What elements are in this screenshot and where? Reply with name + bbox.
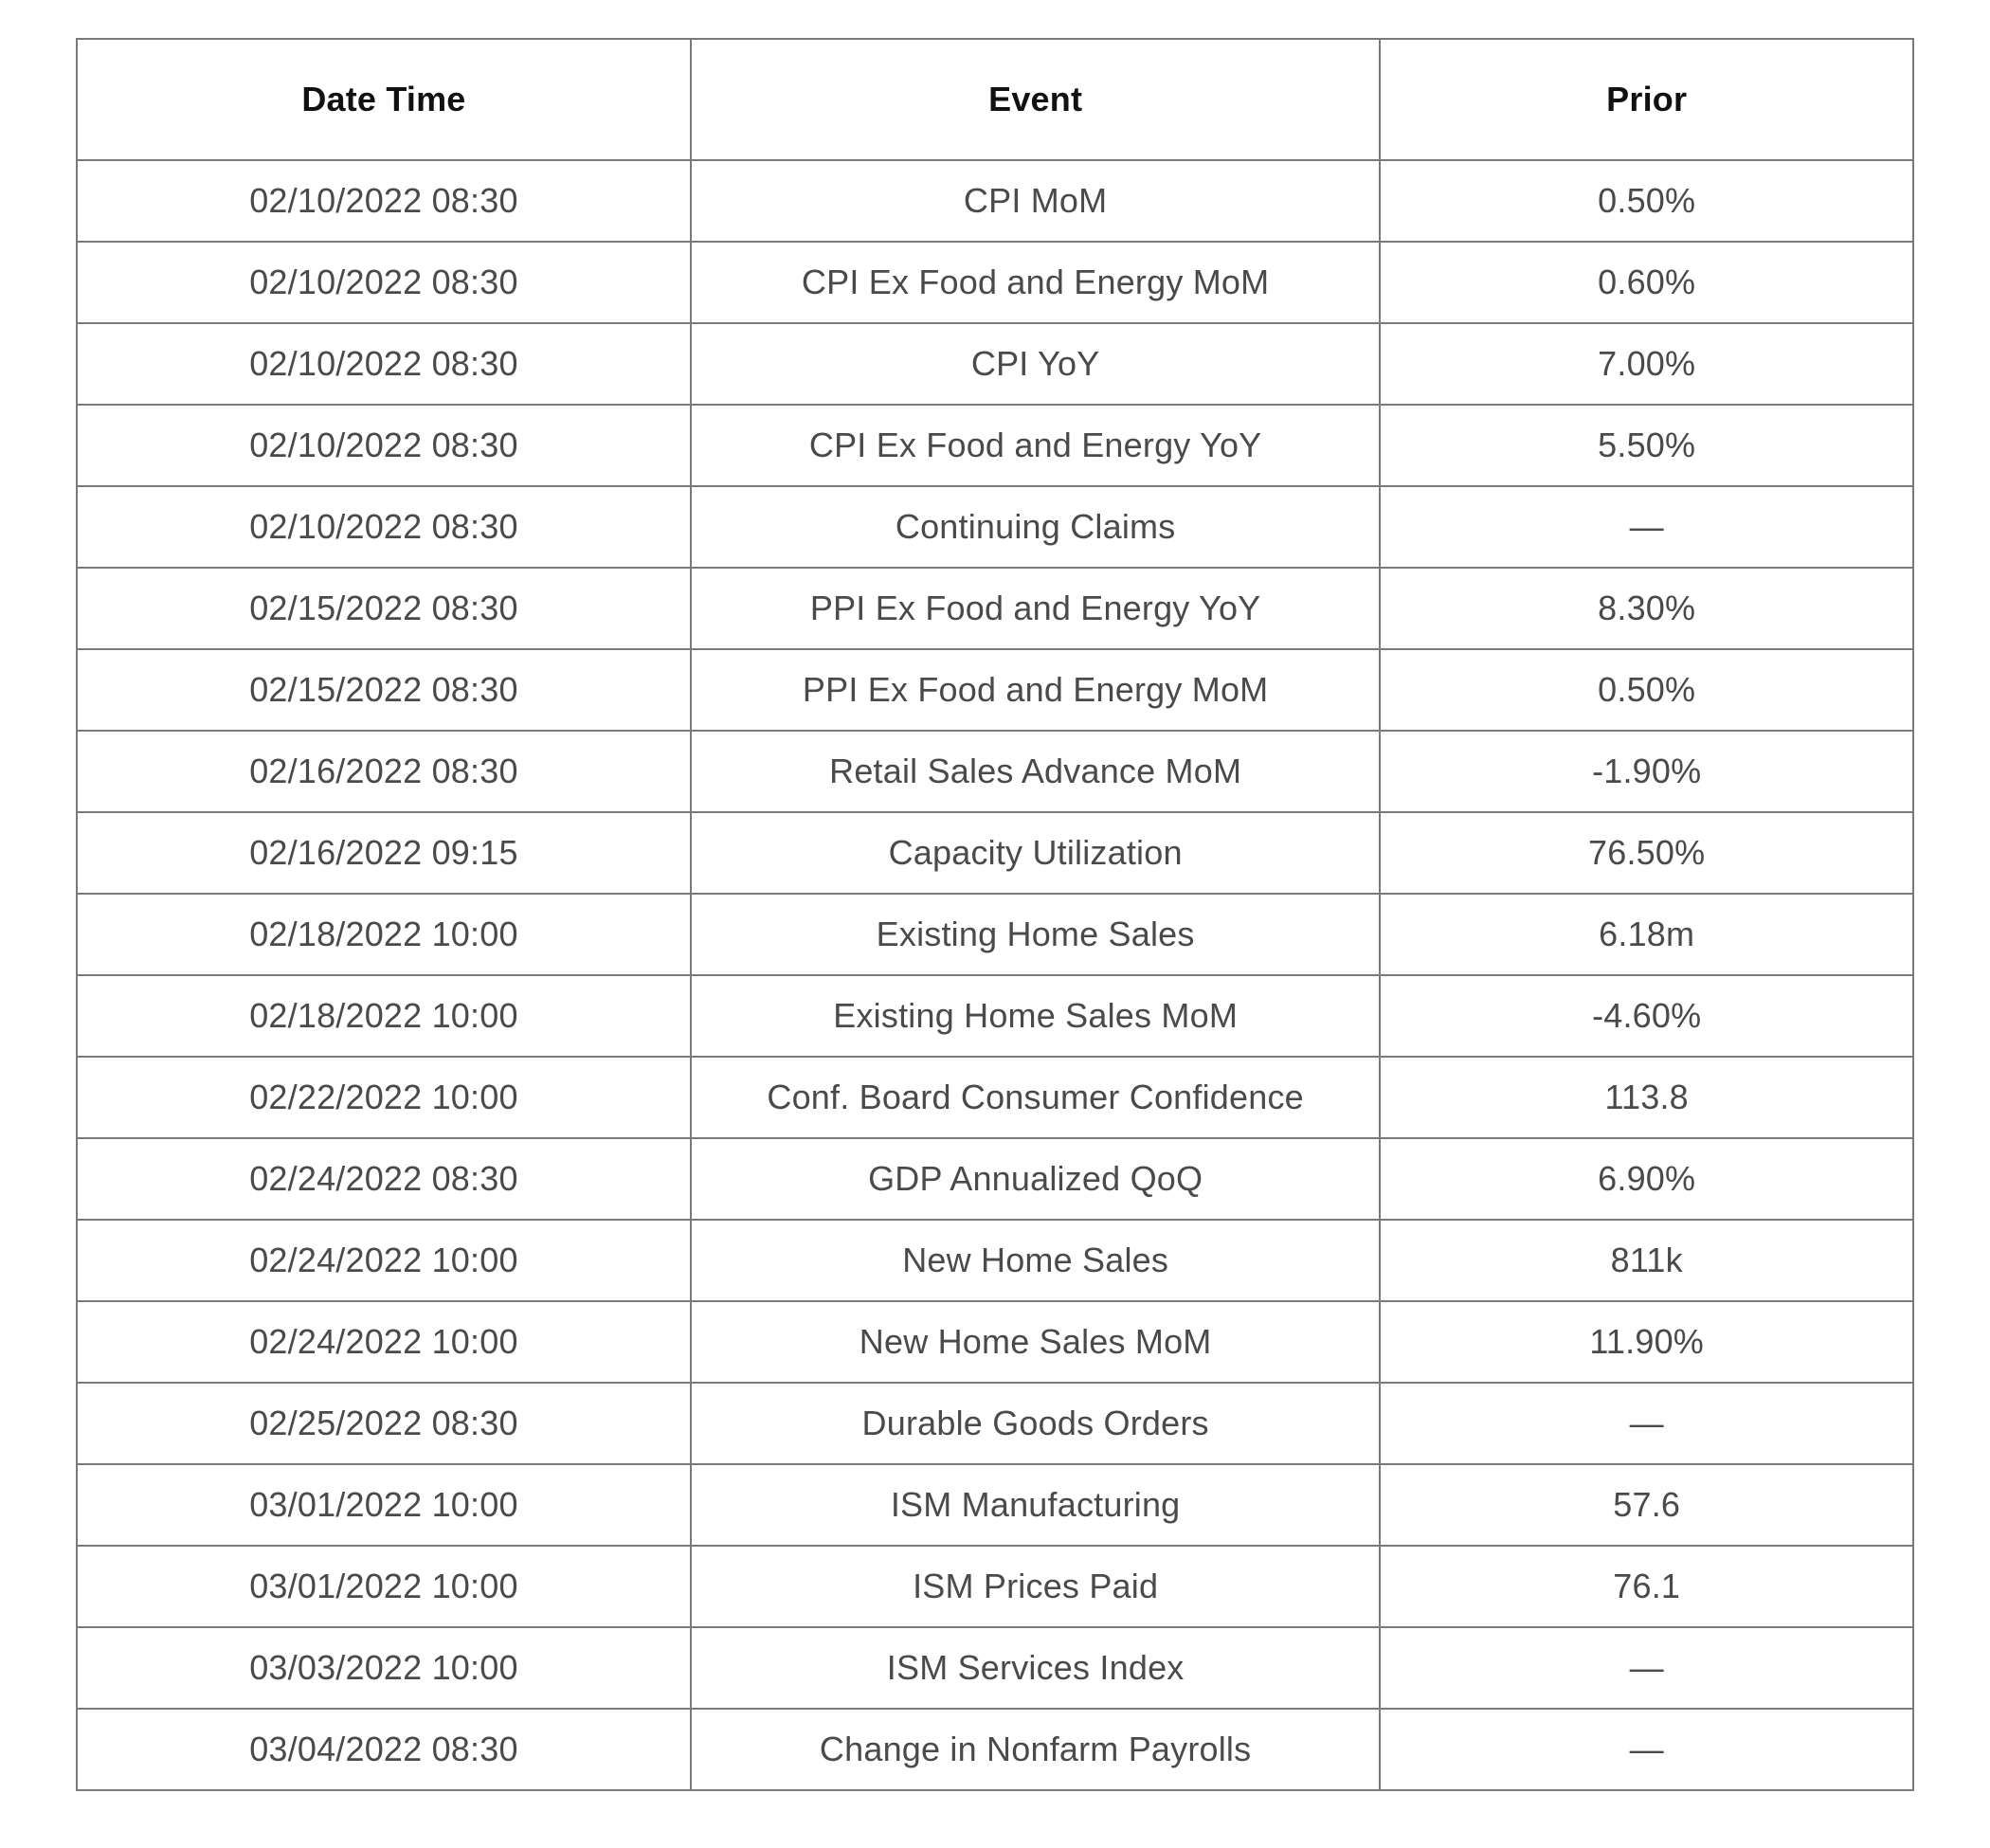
- cell-prior: 11.90%: [1381, 1302, 1914, 1384]
- economic-calendar-table: Date Time Event Prior 02/10/2022 08:30CP…: [76, 38, 1914, 1791]
- cell-event: Change in Nonfarm Payrolls: [692, 1710, 1382, 1791]
- cell-prior: 113.8: [1381, 1058, 1914, 1139]
- table-row: 02/24/2022 08:30GDP Annualized QoQ6.90%: [76, 1139, 1914, 1221]
- cell-prior: 6.18m: [1381, 895, 1914, 976]
- table-row: 02/18/2022 10:00Existing Home Sales MoM-…: [76, 976, 1914, 1058]
- cell-prior: 0.50%: [1381, 161, 1914, 243]
- cell-date-time: 02/18/2022 10:00: [76, 895, 692, 976]
- table-row: 02/22/2022 10:00Conf. Board Consumer Con…: [76, 1058, 1914, 1139]
- cell-date-time: 02/16/2022 08:30: [76, 732, 692, 813]
- cell-event: New Home Sales MoM: [692, 1302, 1382, 1384]
- cell-event: Durable Goods Orders: [692, 1384, 1382, 1465]
- table-row: 02/24/2022 10:00New Home Sales MoM11.90%: [76, 1302, 1914, 1384]
- cell-event: CPI Ex Food and Energy YoY: [692, 406, 1382, 487]
- table-row: 02/10/2022 08:30Continuing Claims—: [76, 487, 1914, 569]
- cell-event: ISM Manufacturing: [692, 1465, 1382, 1547]
- cell-prior: —: [1381, 1710, 1914, 1791]
- cell-date-time: 02/18/2022 10:00: [76, 976, 692, 1058]
- cell-prior: -4.60%: [1381, 976, 1914, 1058]
- table-row: 03/03/2022 10:00ISM Services Index—: [76, 1628, 1914, 1710]
- cell-prior: 0.50%: [1381, 650, 1914, 732]
- cell-prior: 57.6: [1381, 1465, 1914, 1547]
- table-row: 03/01/2022 10:00ISM Manufacturing57.6: [76, 1465, 1914, 1547]
- cell-prior: 5.50%: [1381, 406, 1914, 487]
- cell-date-time: 02/10/2022 08:30: [76, 487, 692, 569]
- cell-date-time: 02/10/2022 08:30: [76, 406, 692, 487]
- cell-event: PPI Ex Food and Energy YoY: [692, 569, 1382, 650]
- col-header-event: Event: [692, 38, 1382, 161]
- table-row: 02/10/2022 08:30CPI Ex Food and Energy Y…: [76, 406, 1914, 487]
- cell-date-time: 02/10/2022 08:30: [76, 161, 692, 243]
- cell-event: Conf. Board Consumer Confidence: [692, 1058, 1382, 1139]
- cell-date-time: 02/24/2022 10:00: [76, 1302, 692, 1384]
- cell-event: New Home Sales: [692, 1221, 1382, 1302]
- table-row: 03/04/2022 08:30Change in Nonfarm Payrol…: [76, 1710, 1914, 1791]
- cell-date-time: 02/25/2022 08:30: [76, 1384, 692, 1465]
- cell-prior: 7.00%: [1381, 324, 1914, 406]
- table-body: 02/10/2022 08:30CPI MoM0.50%02/10/2022 0…: [76, 161, 1914, 1791]
- cell-event: Retail Sales Advance MoM: [692, 732, 1382, 813]
- cell-prior: 76.50%: [1381, 813, 1914, 895]
- table-row: 02/24/2022 10:00New Home Sales811k: [76, 1221, 1914, 1302]
- page-container: Date Time Event Prior 02/10/2022 08:30CP…: [0, 0, 1990, 1848]
- table-row: 03/01/2022 10:00ISM Prices Paid76.1: [76, 1547, 1914, 1628]
- cell-prior: 0.60%: [1381, 243, 1914, 324]
- table-row: 02/18/2022 10:00Existing Home Sales6.18m: [76, 895, 1914, 976]
- cell-date-time: 02/15/2022 08:30: [76, 650, 692, 732]
- cell-event: Existing Home Sales: [692, 895, 1382, 976]
- cell-prior: 76.1: [1381, 1547, 1914, 1628]
- table-row: 02/15/2022 08:30PPI Ex Food and Energy Y…: [76, 569, 1914, 650]
- cell-prior: —: [1381, 1384, 1914, 1465]
- cell-date-time: 02/10/2022 08:30: [76, 243, 692, 324]
- cell-prior: 811k: [1381, 1221, 1914, 1302]
- table-row: 02/16/2022 08:30Retail Sales Advance MoM…: [76, 732, 1914, 813]
- table-row: 02/16/2022 09:15Capacity Utilization76.5…: [76, 813, 1914, 895]
- cell-event: Continuing Claims: [692, 487, 1382, 569]
- cell-date-time: 03/04/2022 08:30: [76, 1710, 692, 1791]
- cell-event: CPI MoM: [692, 161, 1382, 243]
- cell-date-time: 02/10/2022 08:30: [76, 324, 692, 406]
- cell-prior: —: [1381, 1628, 1914, 1710]
- cell-date-time: 02/22/2022 10:00: [76, 1058, 692, 1139]
- cell-date-time: 02/24/2022 10:00: [76, 1221, 692, 1302]
- cell-date-time: 03/01/2022 10:00: [76, 1547, 692, 1628]
- cell-event: ISM Prices Paid: [692, 1547, 1382, 1628]
- table-header-row: Date Time Event Prior: [76, 38, 1914, 161]
- table-row: 02/10/2022 08:30CPI MoM0.50%: [76, 161, 1914, 243]
- cell-date-time: 02/16/2022 09:15: [76, 813, 692, 895]
- cell-prior: 6.90%: [1381, 1139, 1914, 1221]
- cell-date-time: 03/01/2022 10:00: [76, 1465, 692, 1547]
- cell-event: ISM Services Index: [692, 1628, 1382, 1710]
- table-row: 02/25/2022 08:30Durable Goods Orders—: [76, 1384, 1914, 1465]
- cell-date-time: 03/03/2022 10:00: [76, 1628, 692, 1710]
- cell-event: CPI Ex Food and Energy MoM: [692, 243, 1382, 324]
- cell-prior: 8.30%: [1381, 569, 1914, 650]
- cell-event: CPI YoY: [692, 324, 1382, 406]
- cell-prior: -1.90%: [1381, 732, 1914, 813]
- cell-event: PPI Ex Food and Energy MoM: [692, 650, 1382, 732]
- cell-event: Existing Home Sales MoM: [692, 976, 1382, 1058]
- cell-date-time: 02/24/2022 08:30: [76, 1139, 692, 1221]
- col-header-date-time: Date Time: [76, 38, 692, 161]
- cell-prior: —: [1381, 487, 1914, 569]
- cell-date-time: 02/15/2022 08:30: [76, 569, 692, 650]
- table-row: 02/10/2022 08:30CPI Ex Food and Energy M…: [76, 243, 1914, 324]
- cell-event: Capacity Utilization: [692, 813, 1382, 895]
- cell-event: GDP Annualized QoQ: [692, 1139, 1382, 1221]
- table-row: 02/10/2022 08:30CPI YoY7.00%: [76, 324, 1914, 406]
- table-row: 02/15/2022 08:30PPI Ex Food and Energy M…: [76, 650, 1914, 732]
- col-header-prior: Prior: [1381, 38, 1914, 161]
